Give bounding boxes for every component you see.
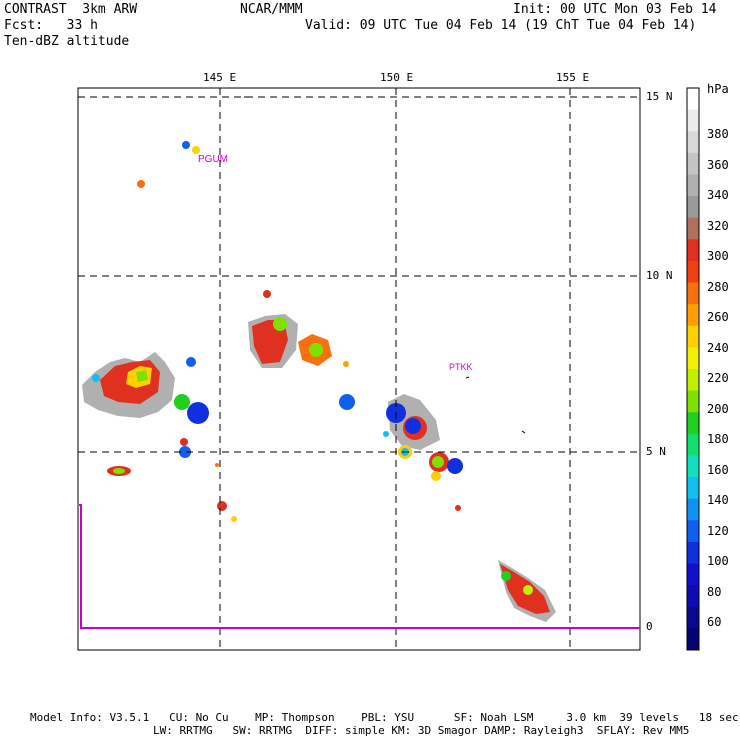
lat-label-15n: 15 N	[646, 90, 673, 103]
lon-label-155: 155 E	[556, 71, 590, 84]
station-pgum: PGUM	[198, 154, 228, 165]
colorbar-swatch	[687, 304, 699, 327]
org-title: NCAR/MMM	[240, 2, 303, 17]
colorbar-tick-label: 260	[707, 310, 729, 324]
colorbar-tick-label: 220	[707, 371, 729, 385]
colorbar-tick-label: 180	[707, 432, 729, 446]
grid-lines	[78, 88, 640, 650]
colorbar-swatch	[687, 390, 699, 413]
colorbar-tick-label: 120	[707, 523, 729, 538]
colorbar-swatch	[687, 433, 699, 456]
colorbar-swatch	[687, 369, 699, 392]
colorbar-swatch	[687, 606, 699, 629]
colorbar-tick-label: 280	[707, 279, 729, 294]
colorbar-swatch	[687, 109, 699, 132]
colorbar-swatch	[687, 131, 699, 154]
colorbar-swatch	[687, 88, 699, 111]
colorbar-swatch	[687, 152, 699, 175]
colorbar-swatch	[687, 325, 699, 348]
island-mark-east	[521, 430, 526, 434]
colorbar-tick-label: 140	[707, 493, 729, 507]
colorbar-swatch	[687, 260, 699, 284]
footer-line-1: Model Info: V3.5.1 CU: No Cu MP: Thompso…	[30, 711, 739, 724]
colorbar-swatch	[687, 585, 699, 608]
colorbar-tick-label: 100	[707, 554, 729, 568]
colorbar-tick-label: 200	[707, 401, 729, 416]
lat-label-10n: 10 N	[646, 269, 673, 282]
field-name: Ten-dBZ altitude	[4, 34, 130, 49]
lat-label-5n: 5 N	[646, 445, 666, 458]
island-mark-ptkk	[465, 376, 470, 379]
colorbar-tick-label: 300	[707, 249, 729, 263]
colorbar-tick-label: 380	[707, 127, 729, 141]
colorbar-swatch	[687, 347, 699, 370]
colorbar-tick-label: 240	[707, 340, 729, 355]
colorbar-swatch	[687, 520, 699, 543]
colorbar-unit: hPa	[707, 82, 729, 96]
model-title: CONTRAST 3km ARW	[4, 2, 138, 17]
lon-label-150: 150 E	[380, 71, 414, 84]
colorbar-swatch	[687, 477, 699, 500]
station-ptkk: PTKK	[449, 362, 473, 372]
colorbar	[686, 87, 700, 651]
colorbar-swatch	[687, 455, 699, 478]
colorbar-swatch	[687, 541, 699, 565]
colorbar-swatch	[687, 563, 699, 586]
colorbar-swatch	[687, 282, 699, 305]
colorbar-tick-label: 160	[707, 462, 729, 477]
colorbar-swatch	[687, 217, 699, 240]
colorbar-swatch	[687, 174, 699, 197]
footer-line-2: LW: RRTMG SW: RRTMG DIFF: simple KM: 3D …	[153, 724, 690, 737]
echo-layer	[82, 141, 556, 622]
colorbar-swatch	[687, 196, 699, 219]
domain-boundary-line	[79, 504, 640, 629]
map-frame	[77, 87, 641, 651]
lon-label-145: 145 E	[203, 71, 237, 84]
colorbar-swatch	[687, 628, 699, 651]
forecast-hour: Fcst: 33 h	[4, 18, 98, 33]
colorbar-swatch	[687, 412, 699, 435]
valid-time: Valid: 09 UTC Tue 04 Feb 14 (19 ChT Tue …	[305, 18, 697, 33]
colorbar-tick-label: 340	[707, 188, 729, 202]
colorbar-swatch	[687, 498, 699, 521]
colorbar-tick-label: 320	[707, 218, 729, 233]
lat-label-0: 0	[646, 620, 653, 633]
colorbar-tick-label: 80	[707, 584, 722, 599]
init-time: Init: 00 UTC Mon 03 Feb 14	[513, 2, 717, 17]
colorbar-tick-label: 60	[707, 615, 722, 629]
colorbar-tick-label: 360	[707, 157, 729, 172]
colorbar-frame	[686, 87, 700, 651]
colorbar-swatch	[687, 239, 699, 262]
